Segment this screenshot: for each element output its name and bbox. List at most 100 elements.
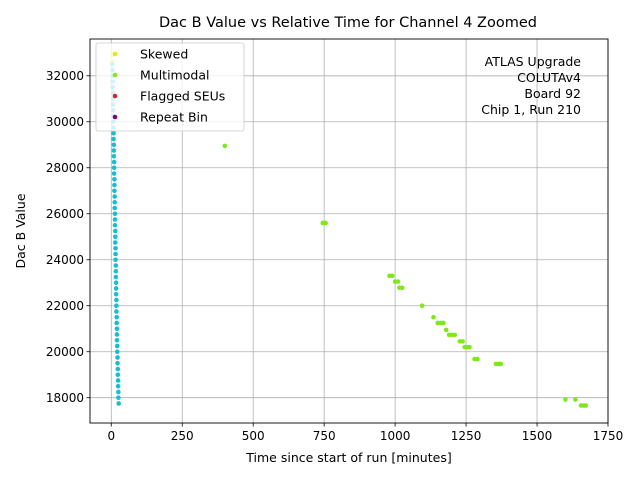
multimodal-point [563,397,568,402]
x-tick-label: 0 [107,429,115,443]
main-point [116,401,121,406]
x-axis-title: Time since start of run [minutes] [245,450,451,465]
main-point [115,355,120,360]
x-tick-label: 1000 [380,429,411,443]
legend-marker-multimodal [112,72,118,78]
main-point [114,297,119,303]
y-tick-label: 18000 [46,391,84,405]
x-tick-label: 1750 [593,429,624,443]
legend-marker-flagged-seus [112,93,118,99]
legend-label-skewed: Skewed [140,47,188,62]
main-point [111,130,116,136]
main-point [112,199,117,205]
main-point [114,303,119,309]
main-point [113,286,119,291]
y-axis-ticks: 18000 20000 22000 24000 26000 28000 30000 32000 [46,69,90,405]
x-tick-label: 750 [313,429,336,443]
x-tick-label: 500 [242,429,265,443]
multimodal-point [395,279,401,284]
main-point [112,182,117,188]
main-point [112,188,117,194]
main-point [111,153,117,159]
main-point [114,337,120,343]
main-point [115,383,121,389]
main-point [112,176,117,182]
main-point [111,148,117,153]
main-point [113,268,119,274]
main-point [114,314,119,320]
multimodal-point [573,397,578,402]
main-point [114,320,119,326]
x-tick-label: 1250 [451,429,482,443]
main-point [114,326,120,332]
multimodal-point [583,403,589,408]
main-point [112,240,118,245]
main-point [116,395,121,401]
main-point [112,211,118,217]
data-points [109,52,589,408]
multimodal-point [498,361,504,367]
legend-marker-skewed [112,51,118,57]
main-point [114,343,120,349]
x-tick-label: 250 [171,429,194,443]
multimodal-point [452,332,458,338]
main-point [115,360,120,366]
legend-label-flagged-seus: Flagged SEUs [140,89,225,104]
annotation-line-3: Board 92 [524,86,581,101]
main-point [113,280,119,286]
main-point [112,194,117,199]
annotation-line-4: Chip 1, Run 210 [481,102,581,117]
x-axis-ticks: 0 250 500 750 1000 1250 1500 1750 [107,423,623,443]
main-point [114,309,119,314]
main-point [113,245,118,251]
y-axis-title: Dac B Value [13,193,28,268]
main-point [113,263,119,268]
main-point [112,228,118,234]
plot-frame [89,38,609,424]
annotation-line-2: COLUTAv4 [517,70,581,85]
multimodal-point [460,339,465,344]
multimodal-point [399,285,405,291]
main-point [112,222,118,228]
legend: Skewed Multimodal Flagged SEUs Repeat Bin [95,42,245,132]
multimodal-point [222,143,228,149]
main-point [115,378,121,383]
main-point [111,171,117,176]
main-point [112,205,117,211]
multimodal-point [389,273,395,279]
legend-label-repeat-bin: Repeat Bin [140,110,208,125]
main-point [115,372,121,378]
legend-label-multimodal: Multimodal [140,68,209,83]
main-point [113,257,118,263]
multimodal-point [419,303,425,309]
multimodal-point [475,356,480,362]
y-tick-label: 28000 [46,161,84,175]
y-tick-label: 24000 [46,253,84,267]
main-point [113,274,119,280]
main-point [115,366,121,372]
multimodal-point [441,320,446,326]
main-point [113,251,118,257]
main-point [111,165,117,171]
chart-title: Dac B Value vs Relative Time for Channel… [159,15,537,31]
y-tick-label: 22000 [46,299,84,313]
multimodal-point [467,344,472,350]
multimodal-point [323,220,328,226]
main-point [111,159,117,165]
main-point [111,136,116,142]
y-tick-label: 30000 [46,115,84,129]
legend-marker-repeat-bin [112,114,118,120]
multimodal-point [443,327,449,333]
main-point [112,217,118,222]
run-annotation: ATLAS Upgrade COLUTAv4 Board 92 Chip 1, … [481,54,581,117]
main-point [112,234,118,240]
annotation-line-1: ATLAS Upgrade [485,54,582,69]
main-point [113,291,119,297]
legend-box [95,42,245,132]
y-tick-label: 20000 [46,345,84,359]
y-tick-label: 26000 [46,207,84,221]
main-point [111,142,117,148]
x-tick-label: 1500 [522,429,553,443]
main-point [114,332,120,337]
